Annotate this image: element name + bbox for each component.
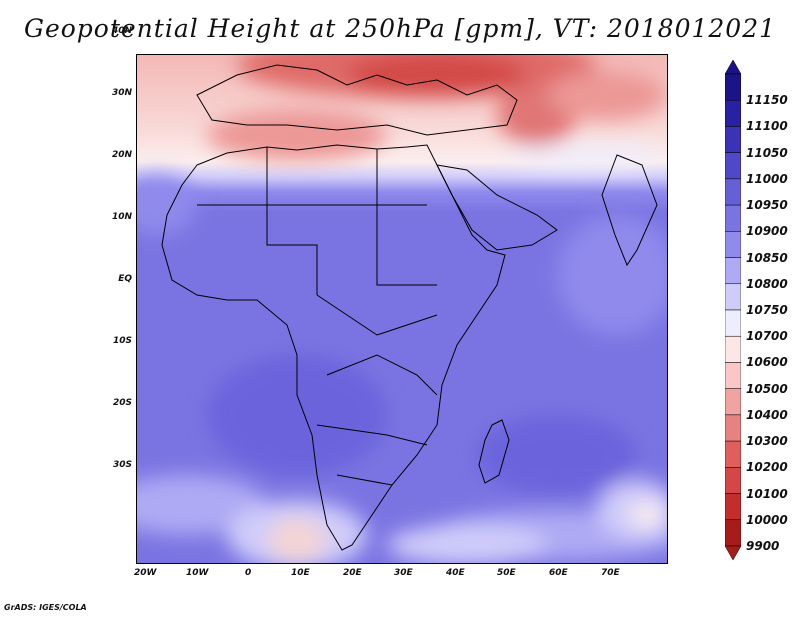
lat-label-30n: 30N: [111, 88, 132, 98]
colorbar-segment: [725, 493, 741, 521]
colorbar-label: 11100: [746, 119, 788, 134]
colorbar: [725, 60, 741, 560]
colorbar-label: 11050: [746, 145, 788, 160]
colorbar-label: 10500: [746, 381, 788, 396]
lon-label-20w: 20W: [134, 568, 157, 578]
colorbar-segment: [725, 440, 741, 468]
colorbar-label: 10900: [746, 224, 788, 239]
colorbar-segment: [725, 283, 741, 311]
colorbar-label: 10400: [746, 407, 788, 422]
colorbar-label: 9900: [746, 539, 780, 553]
map-panel: [136, 54, 668, 564]
colorbar-label: 10800: [746, 276, 788, 291]
colorbar-segment: [725, 362, 741, 389]
lat-label-eq: EQ: [118, 274, 132, 284]
colorbar-label: 10850: [746, 250, 788, 265]
colorbar-segment: [725, 178, 741, 206]
footer-credit: GrADS: IGES/COLA: [4, 603, 87, 612]
colorbar-segment: [725, 126, 741, 153]
colorbar-segment: [725, 414, 741, 442]
lon-label-60e: 60E: [549, 568, 568, 578]
colorbar-segment: [725, 231, 741, 258]
colorbar-segment: [725, 99, 741, 127]
lon-label-10e: 10E: [291, 568, 310, 578]
colorbar-label: 10750: [746, 303, 788, 317]
lon-label-40e: 40E: [446, 568, 465, 578]
lat-label-20n: 20N: [111, 150, 132, 160]
colorbar-label: 10700: [746, 329, 788, 344]
colorbar-segment: [725, 388, 741, 416]
colorbar-label: 10300: [746, 434, 788, 449]
lat-label-10n: 10N: [111, 212, 132, 222]
colorbar-segment: [725, 467, 741, 494]
colorbar-label: 10950: [746, 198, 788, 213]
lat-label-40n: 40N: [111, 26, 132, 36]
colorbar-segment: [725, 73, 741, 101]
colorbar-label: 10600: [746, 355, 788, 370]
colorbar-label: 10000: [746, 512, 788, 527]
colorbar-segment: [725, 152, 741, 180]
lon-label-0: 0: [245, 568, 252, 578]
lon-label-50e: 50E: [497, 568, 516, 578]
colorbar-segment: [725, 335, 741, 363]
height-field-map: [137, 55, 667, 563]
lon-label-10w: 10W: [186, 568, 209, 578]
colorbar-segment: [725, 519, 741, 547]
lon-label-20e: 20E: [343, 568, 362, 578]
field-features: [137, 55, 667, 563]
chart-title: Geopotential Height at 250hPa [gpm], VT:…: [23, 14, 777, 43]
colorbar-segment: [725, 309, 741, 337]
lat-label-20s: 20S: [112, 398, 132, 408]
colorbar-label: 11150: [746, 93, 788, 108]
colorbar-label: 10200: [746, 460, 788, 475]
colorbar-top-arrow: [725, 60, 741, 75]
colorbar-segment: [725, 204, 741, 232]
lon-label-30e: 30E: [394, 568, 413, 578]
colorbar-label: 11000: [746, 171, 788, 186]
lat-label-10s: 10S: [112, 336, 132, 346]
lat-label-30s: 30S: [112, 460, 132, 470]
colorbar-segment: [725, 257, 741, 285]
lon-label-70e: 70E: [601, 568, 620, 578]
colorbar-label: 10100: [746, 486, 788, 501]
coastlines: [161, 64, 658, 551]
colorbar-bottom-arrow: [725, 545, 741, 560]
